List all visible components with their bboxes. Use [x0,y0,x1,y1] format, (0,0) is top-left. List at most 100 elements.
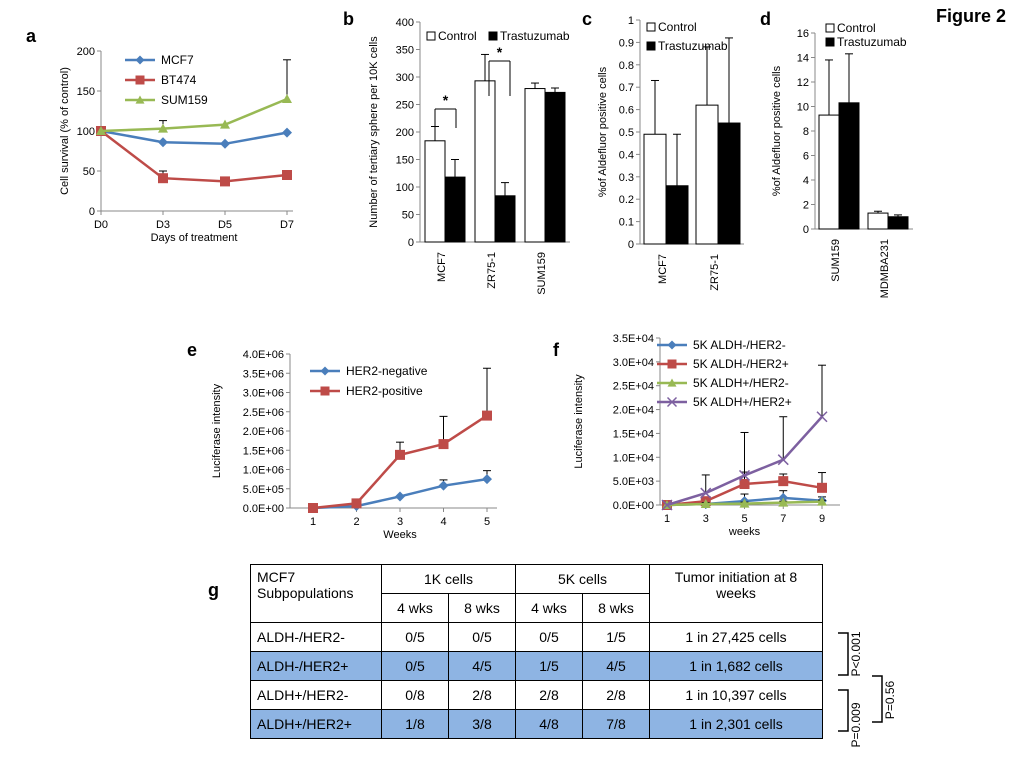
y-axis-label: Luciferase intensity [573,374,585,469]
y-tick-label: 10 [797,102,809,114]
y-tick-label: 0.5 [619,127,634,139]
bar [887,216,909,230]
cell: 0/5 [381,622,449,652]
point [135,95,145,104]
y-tick-label: 0 [628,239,634,251]
bar [544,91,566,243]
legend-label: 5K ALDH-/HER2- [693,338,786,352]
y-tick-label: 4.0E+06 [243,349,284,361]
cell: 3/8 [448,709,516,739]
y-tick-label: 0.0E+00 [243,503,284,515]
y-tick-label: 5.0E+03 [613,476,654,488]
y-axis-label: Cell survival (% of control) [59,67,71,195]
y-tick-label: 2.5E+06 [243,407,284,419]
point [158,137,168,148]
point [320,366,330,376]
y-tick-label: 0 [89,206,95,218]
table-row: ALDH-/HER2+ 0/5 4/5 1/5 4/5 1 in 1,682 c… [250,651,823,681]
x-axis-label: weeks [728,526,761,538]
y-tick-label: 0.8 [619,60,634,72]
legend-label: Trastuzumab [658,39,728,53]
row-label: ALDH-/HER2- [250,622,382,652]
point [282,94,292,103]
panel-label: a [26,26,37,46]
pvalue-bracket [838,632,849,676]
legend-label: HER2-negative [346,364,428,378]
cell: 2/8 [515,680,583,710]
panel-label-g: g [208,580,219,600]
y-tick-label: 1.5E+04 [613,428,654,440]
point [667,340,677,350]
y-tick-label: 0.0E+00 [613,500,654,512]
legend-label: Trastuzumab [500,29,570,43]
y-tick-label: 250 [396,100,414,112]
legend-swatch [646,22,656,32]
x-tick-label: 5 [741,513,747,525]
cell-tumor: 1 in 2,301 cells [649,709,823,739]
legend-label: Control [438,29,477,43]
point [351,498,362,509]
point [700,487,712,499]
y-tick-label: 50 [83,166,95,178]
x-tick-label: MDMBA231 [879,239,891,298]
cell-tumor: 1 in 10,397 cells [649,680,823,710]
point [667,378,677,387]
bar [474,80,496,243]
cell: 1/5 [515,651,583,681]
x-tick-label: 7 [780,513,786,525]
y-tick-label: 1.0E+06 [243,465,284,477]
bar [665,185,689,245]
x-tick-label: SUM159 [536,252,548,295]
point [777,454,789,466]
legend-swatch [646,41,656,51]
point [778,476,789,487]
panel-label: e [187,340,197,360]
legend-label: 5K ALDH+/HER2- [693,376,789,390]
x-tick-label: 1 [310,516,316,528]
cell: 4/5 [448,651,516,681]
x-tick-label: 1 [664,513,670,525]
table-header-8wks: 8 wks [582,593,650,623]
significance-star: * [497,44,503,60]
y-axis-label: %of Aldefluor positive cells [597,66,609,197]
bar [717,122,741,245]
point [96,126,106,135]
y-tick-label: 200 [77,46,95,58]
legend-label: HER2-positive [346,384,423,398]
legend-label: 5K ALDH-/HER2+ [693,357,789,371]
bar [818,114,840,230]
point [135,75,145,85]
point [438,439,449,450]
panel-label: d [760,9,771,29]
point [158,123,168,133]
bar [424,140,446,243]
y-tick-label: 6 [803,151,809,163]
y-tick-label: 1.0E+04 [613,452,654,464]
panel-label: b [343,9,354,29]
point [482,474,492,485]
bar [494,195,516,243]
legend-swatch [825,23,835,33]
y-tick-label: 3.5E+04 [613,333,654,345]
point [220,138,230,149]
point [778,497,789,507]
point [816,411,828,423]
series-line [100,130,288,183]
point [320,386,330,396]
y-tick-label: 2 [803,200,809,212]
y-tick-label: 14 [797,53,809,65]
point [395,449,405,460]
cell: 2/8 [448,680,516,710]
y-tick-label: 2.0E+04 [613,405,654,417]
table-header-1k: 1K cells [381,564,516,594]
x-tick-label: 3 [703,513,709,525]
legend-label: MCF7 [161,53,194,67]
point [282,170,292,180]
point [738,469,751,481]
y-tick-label: 0 [803,224,809,236]
pvalue-label: P<0.001 [849,631,863,676]
y-tick-label: 350 [396,45,414,57]
cell-tumor: 1 in 27,425 cells [649,622,823,652]
legend-label: 5K ALDH+/HER2+ [693,395,792,409]
y-axis-label: Luciferase intensity [211,383,223,478]
